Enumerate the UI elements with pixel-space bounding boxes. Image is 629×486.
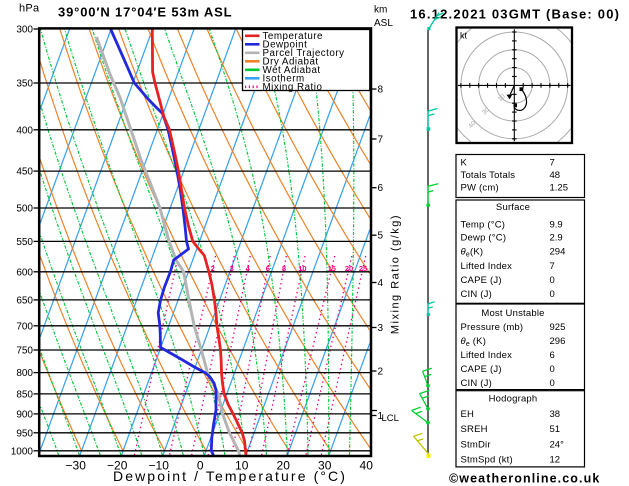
svg-text:2: 2 bbox=[378, 367, 384, 378]
svg-text:350: 350 bbox=[16, 79, 33, 90]
svg-text:16.12.2021 03GMT (Base: 00): 16.12.2021 03GMT (Base: 00) bbox=[410, 7, 620, 22]
svg-text:−20: −20 bbox=[107, 459, 128, 473]
svg-text:600: 600 bbox=[16, 267, 33, 278]
svg-text:2.9: 2.9 bbox=[550, 233, 563, 244]
svg-text:6: 6 bbox=[550, 350, 555, 361]
svg-text:θe (K): θe (K) bbox=[461, 336, 487, 348]
svg-text:©weatheronline.co.uk: ©weatheronline.co.uk bbox=[449, 472, 600, 486]
svg-text:850: 850 bbox=[16, 389, 33, 400]
svg-text:30: 30 bbox=[318, 459, 332, 473]
svg-text:K: K bbox=[461, 158, 468, 169]
svg-text:925: 925 bbox=[550, 322, 566, 333]
svg-text:3: 3 bbox=[230, 264, 234, 273]
svg-text:6: 6 bbox=[378, 183, 384, 194]
svg-text:−10: −10 bbox=[149, 459, 170, 473]
svg-text:750: 750 bbox=[16, 346, 33, 357]
svg-text:550: 550 bbox=[16, 237, 33, 248]
svg-text:20: 20 bbox=[277, 459, 291, 473]
svg-text:3: 3 bbox=[378, 323, 384, 334]
svg-text:294: 294 bbox=[550, 247, 566, 258]
svg-text:38: 38 bbox=[550, 409, 561, 420]
svg-text:−30: −30 bbox=[66, 459, 87, 473]
svg-text:Mixing Ratio (g/kg): Mixing Ratio (g/kg) bbox=[390, 214, 402, 334]
svg-text:500: 500 bbox=[16, 204, 33, 215]
svg-text:Dewpoint / Temperature (°C): Dewpoint / Temperature (°C) bbox=[113, 468, 347, 484]
svg-text:LCL: LCL bbox=[382, 413, 399, 424]
svg-text:9.9: 9.9 bbox=[550, 219, 563, 230]
svg-text:PW (cm): PW (cm) bbox=[461, 183, 499, 194]
svg-text:20: 20 bbox=[345, 264, 353, 273]
svg-text:1: 1 bbox=[378, 411, 384, 422]
svg-text:0: 0 bbox=[550, 275, 555, 286]
svg-text:450: 450 bbox=[16, 167, 33, 178]
svg-text:StmDir: StmDir bbox=[461, 439, 491, 450]
svg-text:7: 7 bbox=[550, 261, 555, 272]
svg-text:51: 51 bbox=[550, 424, 561, 435]
svg-text:Lifted Index: Lifted Index bbox=[461, 261, 513, 272]
svg-text:30: 30 bbox=[481, 106, 491, 116]
svg-text:4: 4 bbox=[246, 264, 251, 273]
svg-text:Hodograph: Hodograph bbox=[489, 394, 538, 405]
svg-text:SREH: SREH bbox=[461, 424, 488, 435]
svg-text:800: 800 bbox=[16, 368, 33, 379]
svg-text:Parcel Trajectory: Parcel Trajectory bbox=[263, 48, 345, 59]
svg-text:ASL: ASL bbox=[374, 18, 393, 29]
svg-text:Mixing Ratio: Mixing Ratio bbox=[263, 82, 323, 93]
svg-text:0: 0 bbox=[197, 459, 204, 473]
svg-text:700: 700 bbox=[16, 321, 33, 332]
svg-text:950: 950 bbox=[16, 428, 33, 439]
svg-text:CAPE (J): CAPE (J) bbox=[461, 364, 502, 375]
svg-text:Dewp (°C): Dewp (°C) bbox=[461, 233, 507, 244]
svg-text:km: km bbox=[374, 5, 387, 16]
svg-text:0: 0 bbox=[550, 289, 555, 300]
svg-text:8: 8 bbox=[282, 264, 286, 273]
svg-text:40: 40 bbox=[467, 120, 477, 130]
svg-text:hPa: hPa bbox=[19, 3, 40, 15]
svg-text:Temperature: Temperature bbox=[263, 31, 324, 42]
svg-text:40: 40 bbox=[360, 459, 374, 473]
svg-text:CIN (J): CIN (J) bbox=[461, 289, 492, 300]
svg-text:10: 10 bbox=[298, 264, 306, 273]
svg-text:Surface: Surface bbox=[496, 202, 530, 213]
svg-text:θe(K): θe(K) bbox=[461, 247, 484, 259]
svg-text:15: 15 bbox=[328, 264, 336, 273]
svg-text:300: 300 bbox=[16, 25, 33, 36]
svg-text:Lifted Index: Lifted Index bbox=[461, 350, 513, 361]
svg-text:5: 5 bbox=[378, 231, 384, 242]
svg-text:25: 25 bbox=[359, 264, 367, 273]
svg-text:900: 900 bbox=[16, 409, 33, 420]
svg-text:2: 2 bbox=[211, 264, 215, 273]
svg-text:Wet Adiabat: Wet Adiabat bbox=[263, 65, 321, 76]
svg-text:8: 8 bbox=[378, 85, 384, 96]
svg-text:Isotherm: Isotherm bbox=[263, 74, 305, 85]
svg-text:Most Unstable: Most Unstable bbox=[481, 308, 544, 319]
svg-text:7: 7 bbox=[550, 158, 555, 169]
svg-text:Dewpoint: Dewpoint bbox=[263, 40, 308, 51]
svg-text:EH: EH bbox=[461, 409, 475, 420]
svg-text:24°: 24° bbox=[550, 439, 565, 450]
svg-text:CAPE (J): CAPE (J) bbox=[461, 275, 502, 286]
svg-text:0: 0 bbox=[550, 364, 555, 375]
svg-text:1000: 1000 bbox=[11, 446, 34, 457]
svg-text:4: 4 bbox=[378, 278, 384, 289]
svg-text:1.25: 1.25 bbox=[550, 183, 569, 194]
svg-text:Dry Adiabat: Dry Adiabat bbox=[263, 57, 319, 68]
svg-text:Pressure (mb): Pressure (mb) bbox=[461, 322, 524, 333]
svg-text:39°00′N 17°04′E 53m ASL: 39°00′N 17°04′E 53m ASL bbox=[58, 5, 232, 20]
svg-text:CIN (J): CIN (J) bbox=[461, 378, 492, 389]
svg-text:StmSpd (kt): StmSpd (kt) bbox=[461, 455, 513, 466]
svg-text:12: 12 bbox=[550, 455, 561, 466]
svg-text:7: 7 bbox=[378, 135, 384, 146]
svg-text:6: 6 bbox=[266, 264, 270, 273]
svg-text:400: 400 bbox=[16, 125, 33, 136]
svg-text:10: 10 bbox=[235, 459, 249, 473]
svg-text:10: 10 bbox=[497, 93, 507, 103]
svg-text:296: 296 bbox=[550, 336, 566, 347]
svg-text:650: 650 bbox=[16, 295, 33, 306]
svg-text:48: 48 bbox=[550, 170, 561, 181]
svg-text:0: 0 bbox=[550, 378, 555, 389]
svg-text:Temp (°C): Temp (°C) bbox=[461, 219, 506, 230]
svg-text:Totals Totals: Totals Totals bbox=[461, 170, 516, 181]
svg-text:kt: kt bbox=[460, 31, 468, 41]
